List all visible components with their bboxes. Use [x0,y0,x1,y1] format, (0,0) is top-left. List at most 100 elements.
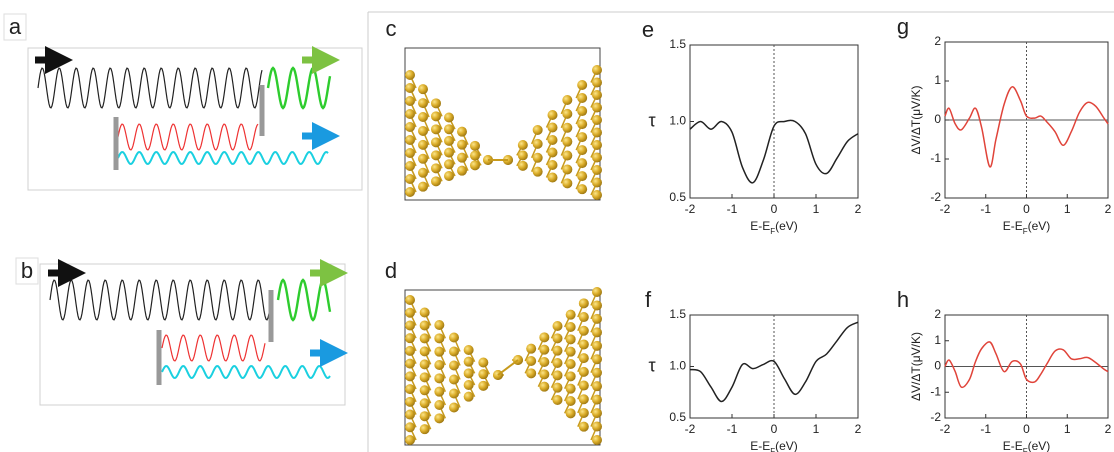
x-label-part: (eV) [1028,219,1051,233]
atom [592,367,602,378]
atom [405,320,415,331]
atom [577,106,588,117]
atom [552,370,563,381]
atom [434,346,445,357]
x-tick-label: 0 [771,202,778,216]
atom [547,160,558,170]
plot-frame [689,314,859,419]
x-tick-label: 1 [1064,422,1071,436]
atom [526,368,537,379]
atom [418,181,428,192]
atom [578,353,589,364]
atom [405,174,415,184]
atom [592,152,602,163]
atom [418,98,428,109]
atom [565,383,576,394]
x-axis-label: E-EF(eV) [1003,439,1051,452]
atom [552,321,563,331]
data-line [944,86,1109,168]
atom [478,357,489,368]
atom [449,388,459,399]
atom [565,346,576,357]
atom [418,112,428,123]
data-line [689,321,859,403]
atom [431,163,441,174]
label-box [15,257,39,285]
atom [532,152,543,163]
x-tick-label: -2 [940,202,951,216]
y-tick-label: 1 [934,333,941,347]
atom [562,164,573,175]
atom [470,160,480,171]
atom [592,90,602,100]
atom [592,127,602,138]
atom [577,184,588,195]
schematics [35,46,602,445]
atom [419,307,430,318]
atom [526,356,537,366]
y-tick-label: 1.5 [669,307,686,321]
y-axis-label: ΔV/ΔT(μV/K) [909,86,923,155]
x-label-part: F [1023,227,1028,236]
atom [552,333,563,344]
atom [405,122,415,132]
atom [434,373,445,384]
atom [418,84,428,95]
atom [592,115,602,125]
atom [577,145,588,156]
atom [418,125,428,136]
atom [444,147,454,158]
label-box [3,13,27,41]
atom [405,371,415,382]
y-axis-label: ΔV/ΔT(μV/K) [909,332,923,401]
atom [562,95,573,105]
x-tick-label: -2 [685,202,696,216]
atom [578,339,589,350]
panel-label: d [385,258,397,283]
atom [565,309,576,320]
y-axis-label: τ [648,355,655,375]
x-tick-label: -2 [685,422,696,436]
atom [578,298,589,309]
atom [405,384,415,395]
atom [463,380,474,390]
atom [592,327,602,338]
atom [405,345,415,356]
atom [405,161,415,171]
atom [457,139,467,150]
atom [444,135,454,146]
atom [592,65,602,75]
atom [592,435,602,445]
y-tick-label: 0.5 [669,190,686,204]
x-label-part: F [1023,447,1028,452]
atom [539,357,550,367]
atom [419,385,430,396]
x-tick-label: 2 [855,422,862,436]
atom [434,413,445,424]
panel-label: c [386,16,397,41]
atom [434,386,445,397]
atom [405,409,415,420]
atom [562,150,573,161]
atom [517,160,528,171]
atom [592,177,602,188]
x-axis-label: E-EF(eV) [1003,219,1051,235]
x-label-part: E-E [750,439,770,452]
atom [578,394,589,405]
atom [457,165,467,176]
y-tick-label: 1.5 [669,37,686,51]
atom [405,358,415,369]
y-tick-label: 0 [934,112,941,126]
atom [532,138,543,149]
atom [405,333,415,344]
atom [562,178,573,189]
atom [547,172,558,183]
atom [539,369,550,380]
atom [478,380,489,391]
y-tick-label: 2 [934,34,941,48]
atom [547,135,558,145]
data-line [689,119,859,184]
y-axis-label: τ [648,110,655,130]
atom [577,171,588,182]
